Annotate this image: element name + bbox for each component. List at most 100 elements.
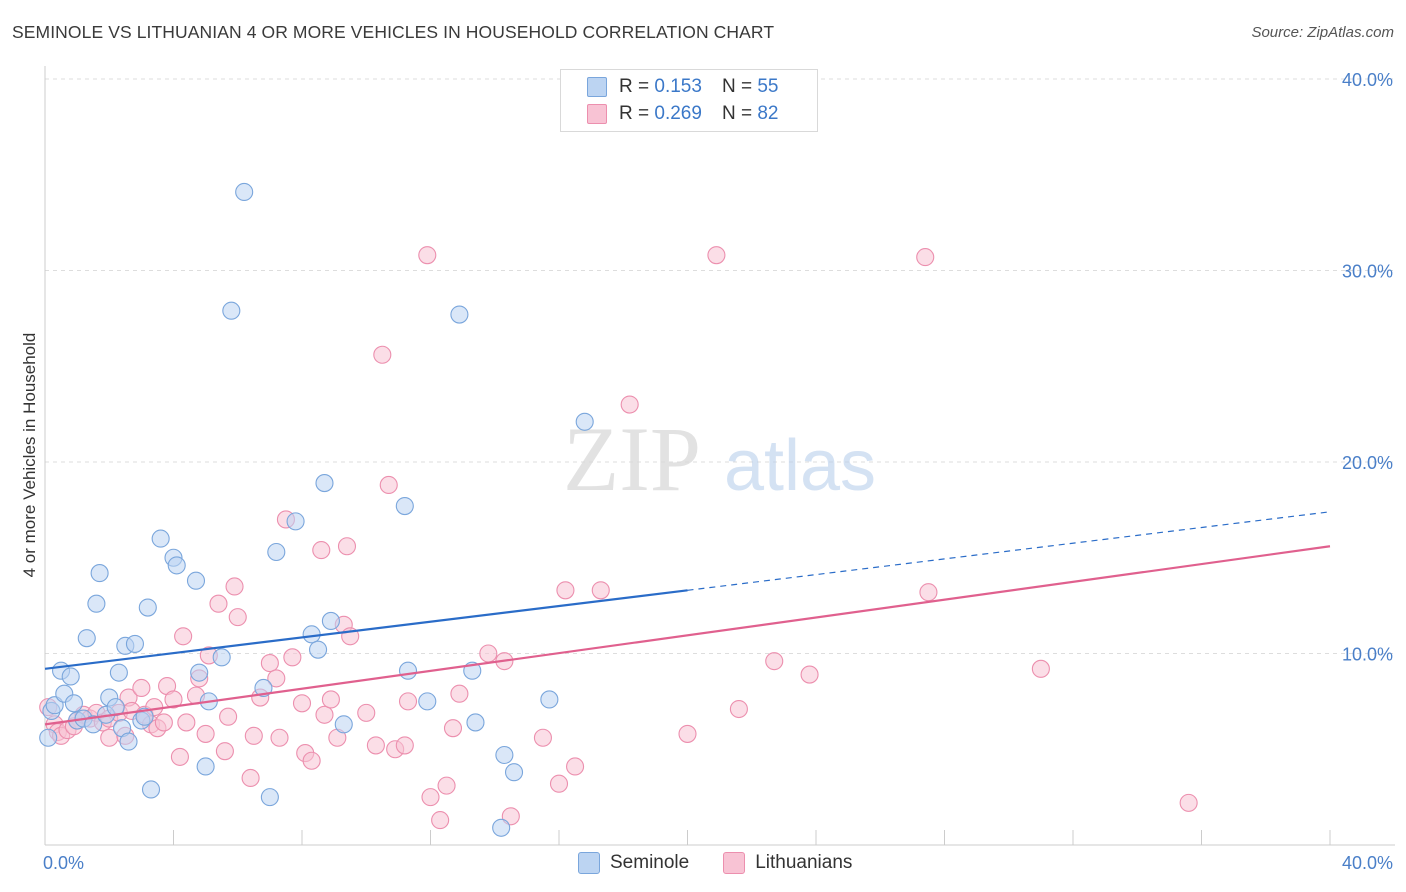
lithuanians-point: [241, 768, 260, 788]
lithuanians-legend-swatch: [723, 852, 746, 874]
legend-row-lithuanians: R = 0.269 N = 82: [587, 102, 778, 126]
y-axis-label: 4 or more Vehicles in Household: [20, 333, 39, 578]
seminole-swatch: [587, 77, 607, 97]
x-tick-label: 0.0%: [43, 853, 84, 873]
seminole-point: [186, 571, 206, 590]
seminole-point: [398, 661, 418, 680]
lithuanians-point: [800, 665, 819, 684]
trend-lines: [44, 511, 1331, 726]
seminole-point: [504, 763, 524, 782]
seminole-point: [151, 529, 170, 548]
seminole-point: [418, 692, 437, 711]
lithuanians-point: [549, 774, 569, 793]
seminole-point: [109, 663, 128, 682]
legend-r-value: 0.269: [654, 103, 702, 124]
legend-item-seminole[interactable]: Seminole: [578, 852, 689, 874]
seminole-point: [39, 728, 58, 747]
lithuanians-point: [315, 705, 334, 724]
seminole-point: [135, 707, 154, 726]
seminole-point: [286, 512, 305, 531]
lithuanians-point: [154, 713, 173, 732]
lithuanians-point: [177, 713, 196, 732]
lithuanians-point: [418, 246, 437, 265]
lithuanians-point: [916, 248, 935, 267]
lithuanians-point: [357, 703, 376, 722]
x-tick-label: 40.0%: [1342, 853, 1393, 873]
seminole-point: [315, 474, 334, 493]
lithuanians-point: [443, 719, 463, 738]
lithuanians-point: [219, 707, 238, 726]
lithuanians-points: [39, 246, 1198, 830]
seminole-point: [84, 715, 103, 734]
lithuanians-point: [379, 475, 398, 495]
lithuanians-point: [591, 581, 610, 600]
seminole-trend-extension: [687, 511, 1331, 591]
correlation-legend: R = 0.153 N = 55 R = 0.269 N = 82: [560, 69, 818, 132]
y-tick-label: 10.0%: [1342, 645, 1393, 665]
seminole-point: [235, 182, 254, 202]
seminole-point: [540, 690, 559, 709]
lithuanians-point: [450, 684, 469, 703]
seminole-point: [61, 667, 80, 686]
lithuanians-point: [196, 724, 215, 743]
lithuanians-point: [321, 690, 340, 709]
lithuanians-point: [366, 736, 385, 755]
legend-item-lithuanians[interactable]: Lithuanians: [723, 852, 852, 874]
seminole-point: [302, 625, 321, 644]
seminole-point: [167, 556, 186, 575]
chart-title: SEMINOLE VS LITHUANIAN 4 OR MORE VEHICLE…: [12, 22, 775, 42]
lithuanians-point: [395, 736, 414, 755]
lithuanians-point: [337, 537, 357, 556]
seminole-point: [138, 598, 157, 617]
lithuanians-point: [398, 692, 418, 711]
seminole-point: [575, 412, 594, 431]
lithuanians-point: [164, 690, 183, 709]
seminole-point: [87, 594, 106, 613]
seminole-point: [119, 732, 138, 751]
seminole-trend-line: [44, 589, 688, 670]
seminole-point: [260, 788, 279, 807]
lithuanians-point: [292, 694, 312, 713]
lithuanians-point: [533, 728, 552, 747]
lithuanians-point: [566, 757, 585, 776]
lithuanians-point: [209, 594, 228, 613]
lithuanians-point: [729, 699, 748, 719]
lithuanians-point: [373, 345, 392, 364]
lithuanians-point: [283, 648, 302, 667]
lithuanians-point: [919, 583, 938, 602]
lithuanians-point: [479, 644, 498, 663]
seminole-point: [196, 757, 215, 776]
legend-n-value: 55: [757, 76, 779, 97]
lithuanians-point: [437, 776, 456, 795]
lithuanians-point: [421, 788, 440, 807]
seminole-point: [90, 564, 109, 583]
lithuanians-point: [431, 811, 450, 830]
series-legend: Seminole Lithuanians: [578, 852, 886, 874]
legend-n-value: 82: [757, 103, 779, 124]
seminole-point: [64, 694, 83, 713]
lithuanians-point: [1031, 659, 1050, 678]
lithuanians-point: [170, 747, 189, 766]
seminole-point: [267, 542, 286, 562]
lithuanians-point: [260, 654, 279, 673]
seminole-point: [466, 713, 485, 732]
tick-labels: 10.0% 20.0% 30.0% 40.0% 0.0% 40.0%: [43, 70, 1393, 873]
lithuanians-point: [215, 742, 234, 761]
seminole-legend-swatch: [578, 852, 600, 874]
lithuanians-point: [132, 678, 151, 698]
seminole-point: [495, 745, 514, 765]
lithuanians-point: [267, 669, 286, 688]
source-label: Source: ZipAtlas.com: [1251, 24, 1394, 41]
seminole-legend-label: Seminole: [610, 852, 690, 873]
legend-r-label: R =: [619, 103, 650, 124]
seminole-point: [321, 611, 340, 630]
lithuanians-point: [1179, 793, 1198, 812]
seminole-point: [309, 640, 328, 659]
lithuanians-point: [270, 728, 289, 747]
seminole-point: [254, 678, 273, 698]
lithuanians-swatch: [587, 104, 607, 124]
y-tick-label: 20.0%: [1342, 453, 1393, 473]
seminole-point: [141, 780, 161, 799]
lithuanians-point: [302, 751, 321, 770]
